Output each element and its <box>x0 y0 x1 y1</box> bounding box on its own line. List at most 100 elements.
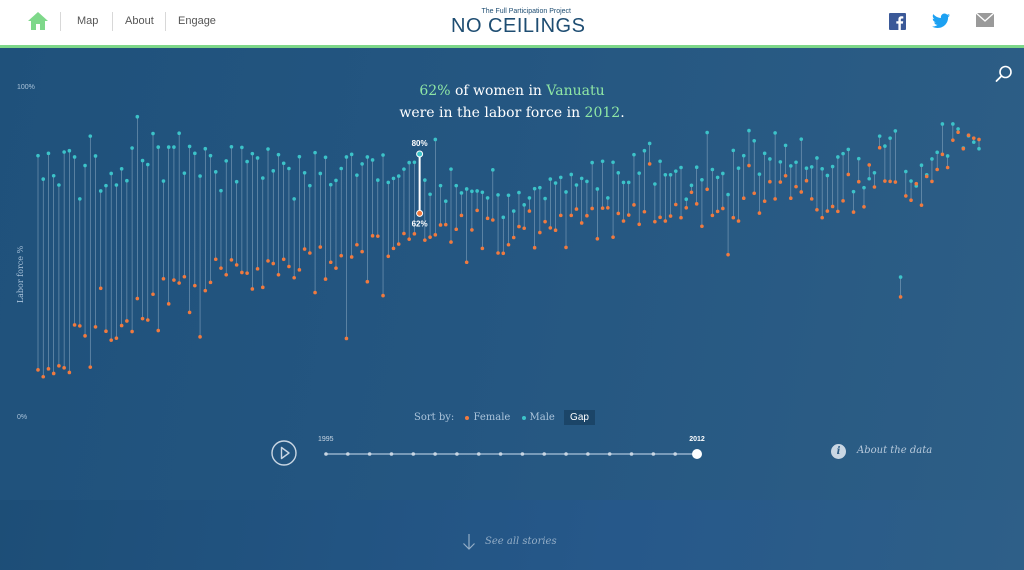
timeline-tick[interactable] <box>564 452 568 456</box>
male-point <box>104 183 108 188</box>
female-point <box>731 215 736 220</box>
female-point <box>271 261 276 266</box>
female-point <box>679 215 683 220</box>
info-icon[interactable]: i <box>831 444 846 459</box>
timeline-tick[interactable] <box>476 452 481 456</box>
female-point <box>193 283 197 288</box>
male-point <box>213 170 218 174</box>
female-point <box>125 319 129 323</box>
female-point <box>558 213 563 218</box>
sort-option-male-label: Male <box>529 412 555 423</box>
nav-map-link[interactable]: Map <box>77 15 99 27</box>
female-point <box>836 209 840 214</box>
female-point <box>747 163 751 168</box>
male-point <box>616 171 621 175</box>
male-point <box>611 160 615 165</box>
male-point <box>741 153 746 158</box>
female-point <box>590 206 594 211</box>
timeline-tick[interactable] <box>673 452 677 456</box>
sort-option-male[interactable]: Male <box>521 412 555 423</box>
female-point <box>130 329 134 334</box>
headline-country[interactable]: Vanuatu <box>546 83 605 99</box>
male-point <box>747 128 751 133</box>
male-point <box>344 155 349 159</box>
male-point <box>72 155 77 159</box>
male-point <box>977 146 981 151</box>
site-logo[interactable]: The Full Participation Project NO CEILIN… <box>451 7 585 37</box>
male-point <box>527 196 532 200</box>
female-point <box>501 251 506 256</box>
male-point <box>841 151 845 156</box>
home-icon[interactable] <box>27 11 49 31</box>
female-point <box>219 266 223 270</box>
male-point <box>62 150 66 154</box>
female-point <box>203 288 208 293</box>
timeline-tick[interactable] <box>629 452 634 456</box>
male-point <box>36 153 40 158</box>
female-point <box>511 235 516 240</box>
mail-icon[interactable] <box>976 13 994 27</box>
timeline-tick[interactable] <box>607 452 612 456</box>
female-point <box>376 234 380 238</box>
play-button[interactable] <box>271 440 297 466</box>
timeline-tick[interactable] <box>651 452 656 456</box>
female-point <box>292 275 296 280</box>
female-point <box>229 258 234 262</box>
male-point <box>762 151 767 156</box>
timeline-tick[interactable] <box>498 452 503 456</box>
timeline-tick[interactable] <box>411 452 416 456</box>
male-point <box>433 137 438 142</box>
male-point <box>700 177 704 182</box>
female-point <box>454 227 459 232</box>
male-point <box>428 192 432 197</box>
female-point <box>140 316 145 321</box>
female-point <box>323 277 328 281</box>
female-point <box>841 199 845 203</box>
female-point <box>360 249 364 254</box>
about-data-link[interactable]: About the data <box>857 445 933 456</box>
male-point <box>684 197 689 202</box>
timeline-tick[interactable] <box>389 452 394 456</box>
timeline-tick[interactable] <box>367 452 372 456</box>
male-point <box>951 122 955 126</box>
nav-divider <box>60 12 61 31</box>
timeline-tick[interactable] <box>586 452 590 456</box>
female-point <box>888 179 892 184</box>
male-point <box>569 172 574 177</box>
male-point <box>930 157 934 161</box>
twitter-icon[interactable] <box>932 13 950 29</box>
timeline-tick[interactable] <box>520 452 525 456</box>
timeline-handle[interactable] <box>692 449 702 459</box>
female-point <box>428 235 432 239</box>
female-point <box>344 336 349 341</box>
facebook-icon[interactable] <box>889 13 906 30</box>
female-point <box>637 222 641 227</box>
male-point <box>292 197 296 201</box>
female-point <box>626 213 631 217</box>
sort-option-female[interactable]: Female <box>465 412 510 423</box>
male-point <box>815 156 819 160</box>
male-point <box>689 183 694 188</box>
female-point <box>51 371 56 376</box>
female-point <box>904 194 908 198</box>
female-point <box>909 198 913 202</box>
nav-about-link[interactable]: About <box>125 15 154 27</box>
female-point <box>459 213 464 218</box>
male-point <box>694 165 699 169</box>
search-icon[interactable] <box>994 64 1014 84</box>
male-point <box>904 169 908 174</box>
timeline-tick[interactable] <box>542 452 547 456</box>
sort-option-gap[interactable]: Gap <box>564 410 595 425</box>
male-point <box>789 164 793 168</box>
male-point <box>804 166 809 170</box>
male-point <box>198 174 202 178</box>
nav-engage-link[interactable]: Engage <box>178 15 216 27</box>
timeline-tick[interactable] <box>433 452 437 456</box>
male-point <box>893 129 898 133</box>
male-point <box>339 166 344 171</box>
female-point <box>825 209 830 213</box>
timeline-tick[interactable] <box>455 452 459 456</box>
timeline-tick[interactable] <box>324 452 328 456</box>
see-all-stories-link[interactable]: See all stories <box>462 533 557 551</box>
timeline-tick[interactable] <box>346 452 350 456</box>
